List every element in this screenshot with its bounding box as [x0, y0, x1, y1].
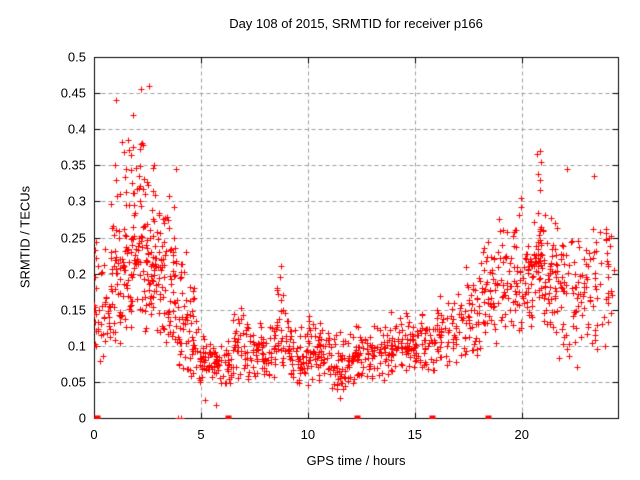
y-tick-label: 0.35 [60, 157, 86, 173]
y-tick-label: 0.3 [67, 193, 86, 209]
y-tick-label: 0.05 [60, 374, 86, 390]
x-tick-label: 15 [407, 427, 423, 442]
x-tick-label: 0 [90, 427, 98, 442]
y-tick-label: 0.2 [67, 266, 86, 282]
chart-title: Day 108 of 2015, SRMTID for receiver p16… [229, 16, 483, 31]
y-tick-label: 0.45 [60, 85, 86, 101]
x-tick-label: 5 [197, 427, 205, 442]
y-tick-label: 0.25 [60, 230, 86, 245]
y-tick-label: 0.15 [60, 302, 86, 318]
y-tick-label: 0.5 [67, 49, 86, 65]
x-tick-label: 20 [514, 427, 529, 442]
x-tick-label: 10 [300, 427, 316, 442]
y-tick-label: 0.1 [67, 338, 86, 354]
y-tick-label: 0 [78, 410, 86, 426]
x-axis-title: GPS time / hours [306, 453, 406, 468]
y-tick-label: 0.4 [67, 121, 86, 137]
